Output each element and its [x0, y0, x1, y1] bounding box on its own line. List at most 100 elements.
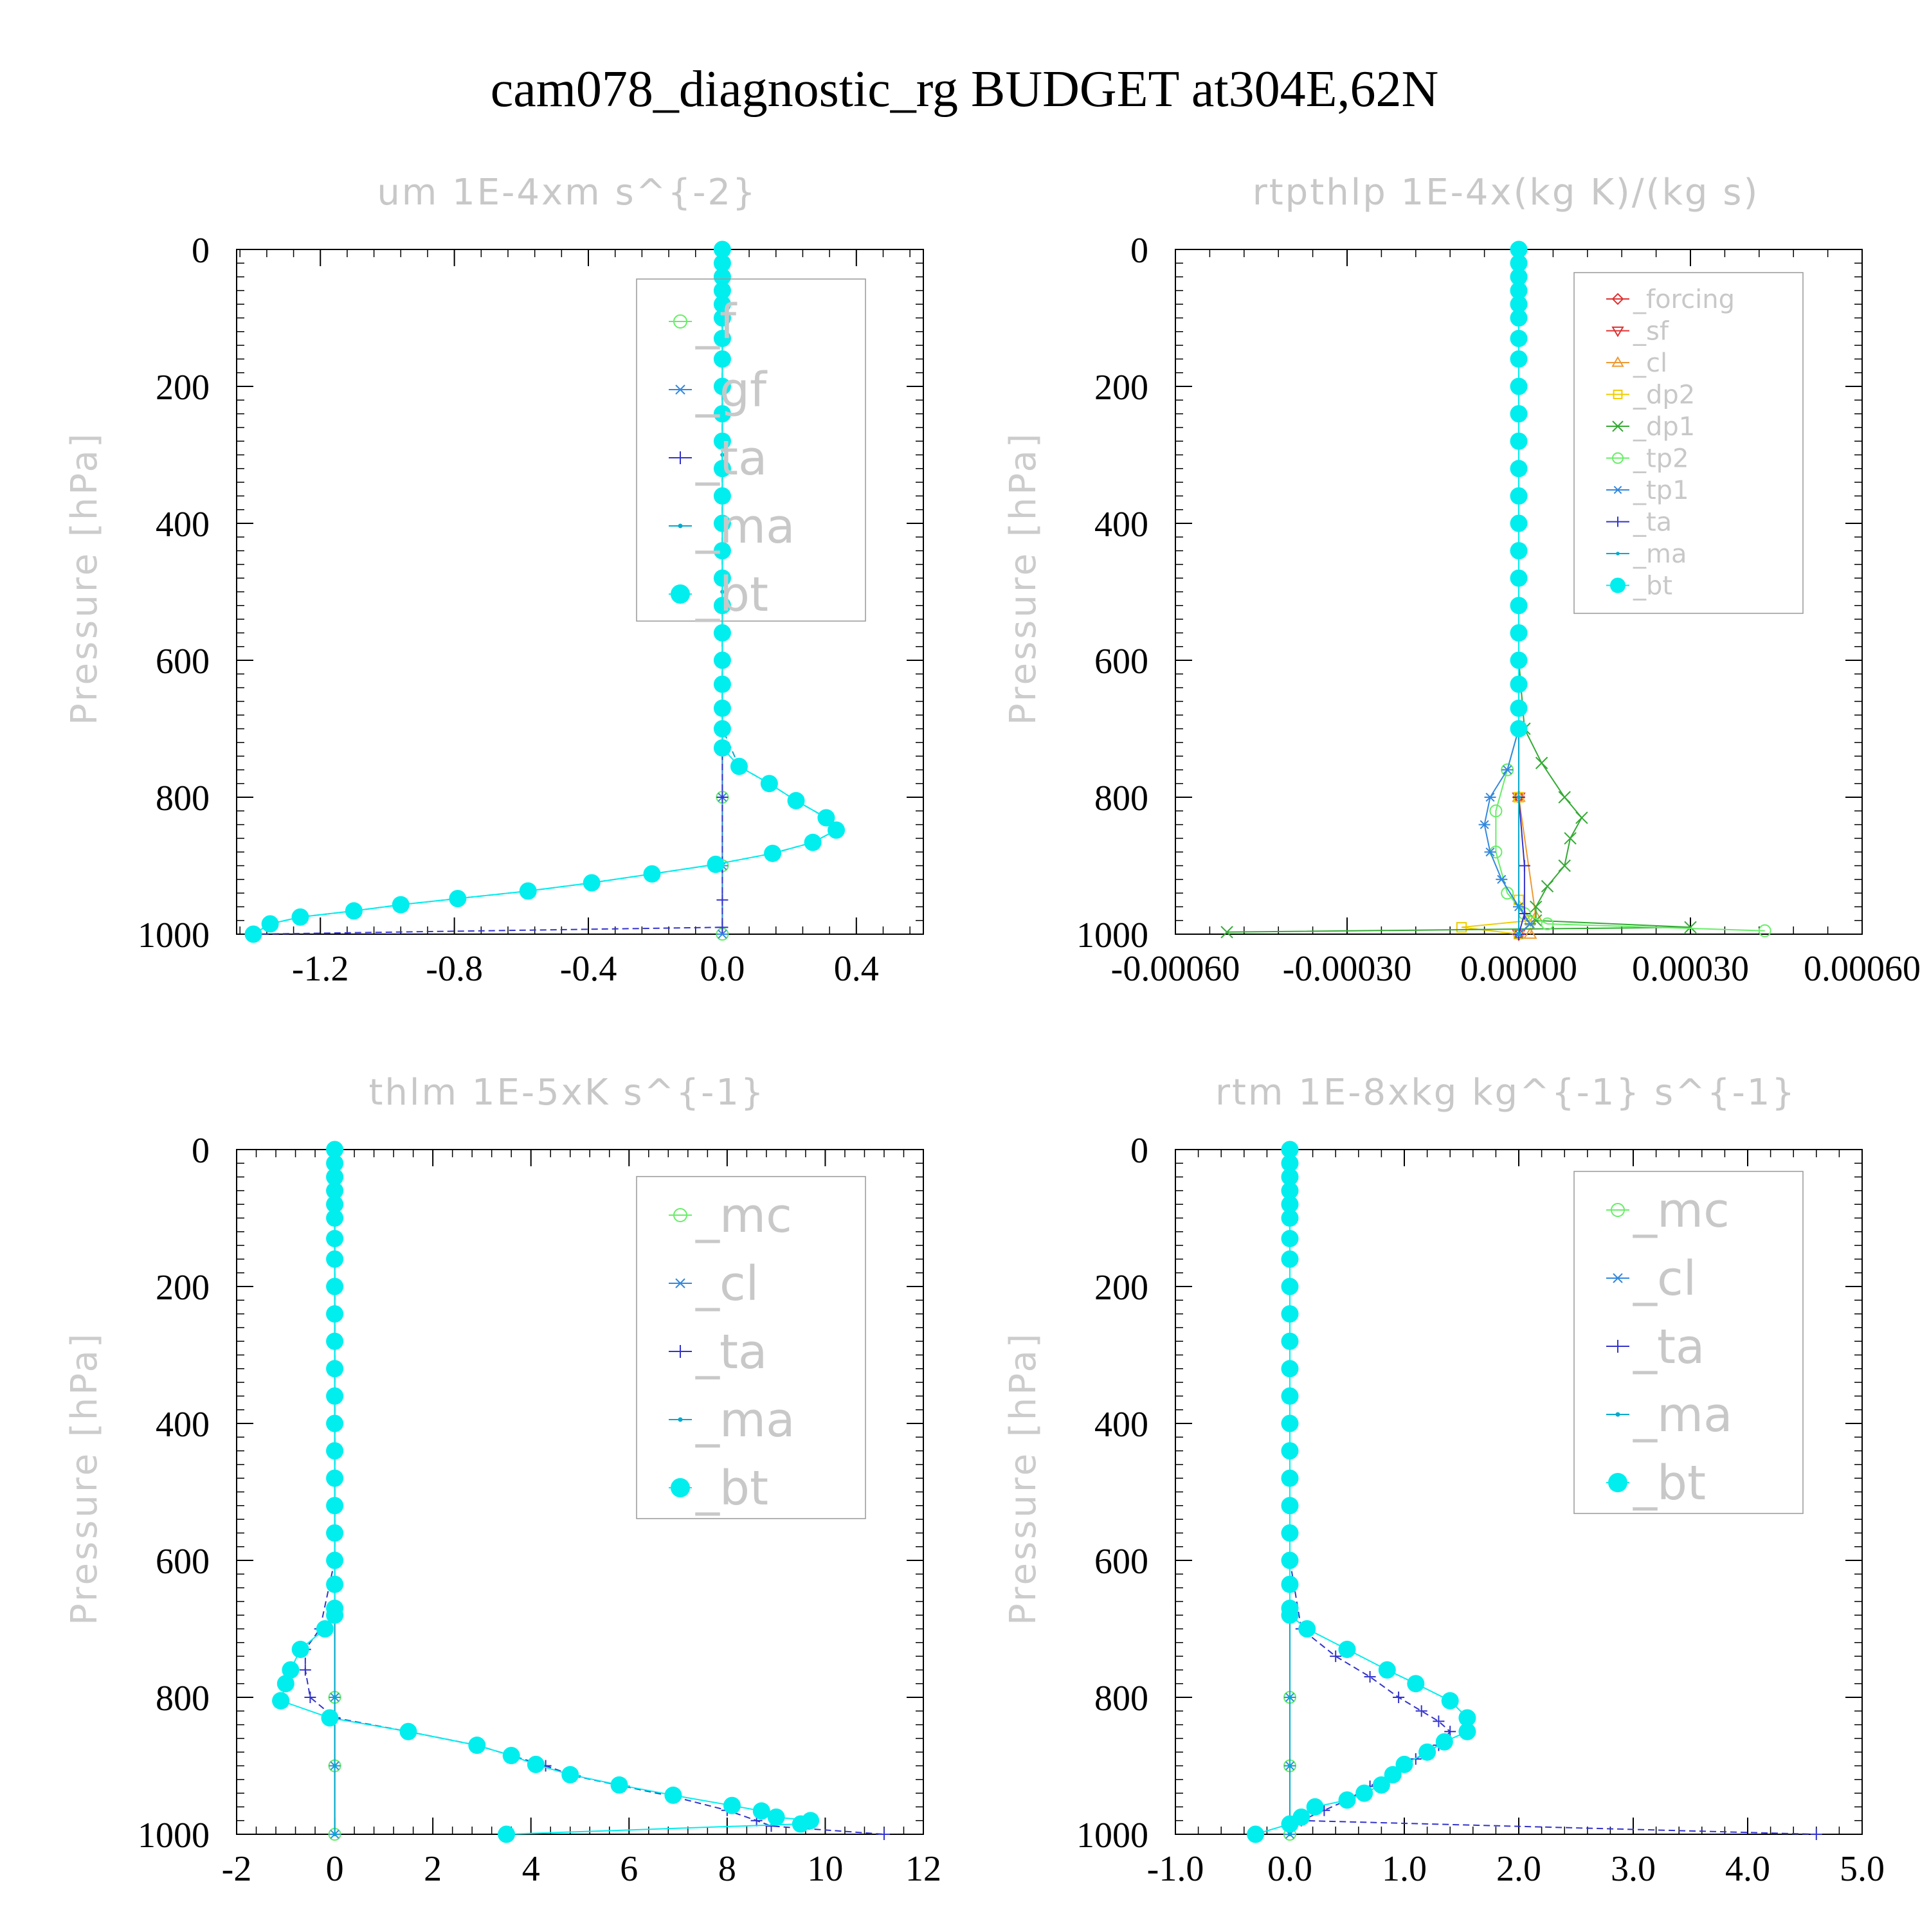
- series-markers-tp2: [1489, 243, 1771, 937]
- legend-entry: _ma: [1633, 1387, 1732, 1443]
- data-point: [304, 1692, 316, 1703]
- data-point: [664, 1786, 682, 1804]
- x-tick-label: 0.00060: [1804, 949, 1921, 989]
- data-point: [1489, 804, 1503, 818]
- data-point: [332, 1764, 337, 1768]
- y-axis-label: Pressure [hPa]: [1002, 1331, 1044, 1625]
- data-point: [804, 833, 822, 851]
- legend-sample-cl: [1606, 356, 1629, 367]
- data-point: [1281, 1229, 1299, 1247]
- data-point: [1372, 1776, 1390, 1794]
- data-point: [326, 1141, 344, 1159]
- x-tick-label: -0.00060: [1111, 949, 1240, 989]
- series-markers-cl: [1512, 242, 1543, 939]
- legend-entry: _mc: [695, 1188, 792, 1243]
- panel-title: rtm 1E-8xkg kg^{-1} s^{-1}: [1215, 1072, 1797, 1114]
- legend-entry: _bt: [1633, 572, 1672, 601]
- x-tick-label: 0.0: [1267, 1849, 1312, 1889]
- y-tick-label: 0: [192, 1131, 210, 1171]
- legend-marker: [1612, 420, 1624, 432]
- series-markers-bt: [244, 240, 846, 943]
- legend-entry: _ta: [695, 1324, 767, 1380]
- data-point: [392, 896, 410, 914]
- data-point: [1281, 1360, 1299, 1378]
- data-point: [326, 1360, 344, 1378]
- legend-entry: _bt: [695, 567, 768, 622]
- data-point: [1510, 700, 1528, 718]
- data-point: [1758, 924, 1771, 937]
- legend-entry: _mc: [1633, 1183, 1730, 1238]
- legend-sample-dp1: [1606, 420, 1629, 432]
- x-tick-label: 12: [905, 1849, 941, 1889]
- plot-frame: [236, 1149, 924, 1835]
- y-tick-label: 0: [192, 231, 210, 271]
- data-point: [764, 844, 782, 862]
- y-axis-label: Pressure [hPa]: [64, 1331, 105, 1625]
- data-point: [1287, 1832, 1292, 1837]
- data-point: [610, 1776, 628, 1794]
- data-point: [1510, 350, 1528, 368]
- data-point: [1510, 254, 1528, 272]
- data-point: [1281, 1277, 1299, 1296]
- data-point: [326, 1332, 344, 1350]
- plot-frame: [236, 249, 924, 935]
- data-point: [1395, 1755, 1413, 1773]
- data-point: [730, 757, 748, 775]
- data-point: [1510, 282, 1528, 300]
- data-point: [1510, 720, 1528, 737]
- legend-entry: _dp1: [1633, 412, 1695, 442]
- data-point: [713, 350, 731, 368]
- data-point: [561, 1765, 579, 1783]
- data-point: [1529, 900, 1543, 914]
- data-point: [1281, 1524, 1299, 1542]
- data-point: [1281, 1168, 1299, 1186]
- data-point: [713, 720, 731, 737]
- series-line-bt: [253, 249, 838, 935]
- data-point: [1364, 1671, 1376, 1683]
- data-point: [1415, 1705, 1427, 1717]
- legend: _forcing _sf_cl _dp2_dp1_tp2_tp1 _ta_ma _bt: [1573, 272, 1804, 614]
- data-point: [1496, 874, 1508, 884]
- x-tick-label: 0: [326, 1849, 344, 1889]
- series-group: [1247, 1141, 1822, 1843]
- data-point: [1510, 624, 1528, 642]
- data-point: [716, 791, 729, 803]
- data-point: [326, 1154, 344, 1172]
- legend-marker: [674, 451, 687, 464]
- data-point: [713, 569, 731, 587]
- x-tick-label: -0.4: [560, 949, 617, 989]
- legend-marker: [671, 1478, 690, 1497]
- y-tick-label: 800: [156, 779, 210, 818]
- data-point: [1510, 487, 1528, 505]
- panel-title: rtpthlp 1E-4x(kg K)/(kg s): [1253, 172, 1760, 213]
- data-point: [321, 1709, 339, 1727]
- legend-box: [1573, 1171, 1804, 1514]
- data-point: [1684, 921, 1697, 934]
- data-point: [1281, 1154, 1299, 1172]
- y-tick-label: 800: [156, 1679, 210, 1719]
- legend-entry: _ta: [695, 431, 767, 486]
- data-point: [1338, 1791, 1356, 1809]
- legend-marker: [671, 584, 690, 604]
- x-tick-label: 5.0: [1840, 1849, 1885, 1889]
- data-point: [326, 1497, 344, 1515]
- x-tick-label: 6: [620, 1849, 638, 1889]
- legend-box: [636, 278, 866, 622]
- y-tick-label: 600: [1094, 1542, 1148, 1582]
- data-point: [1510, 432, 1528, 450]
- legend-entry: _dp2: [1633, 381, 1695, 410]
- data-point: [1281, 1387, 1299, 1405]
- legend-entry: _tp2: [1633, 444, 1689, 474]
- data-point: [1518, 908, 1530, 920]
- data-point: [1281, 1332, 1299, 1350]
- legend-sample-mc: [1606, 1203, 1629, 1217]
- data-point: [1510, 651, 1528, 669]
- y-tick-label: 400: [156, 1405, 210, 1445]
- x-tick-label: -1.2: [292, 949, 349, 989]
- y-tick-label: 1000: [138, 916, 210, 955]
- data-point: [1456, 922, 1467, 933]
- data-point: [1510, 597, 1528, 615]
- data-point: [1501, 887, 1514, 900]
- data-point: [1510, 569, 1528, 587]
